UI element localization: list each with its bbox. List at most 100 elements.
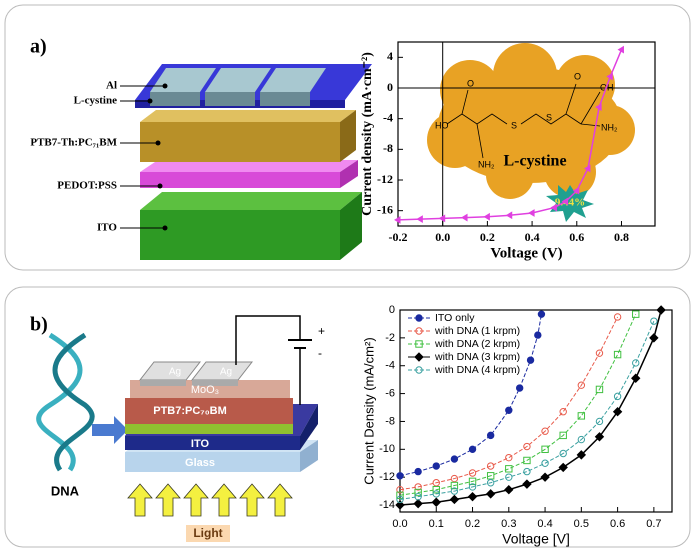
point [632, 359, 640, 367]
point [613, 392, 622, 401]
point [594, 432, 605, 442]
x-tick-label: 0.2 [480, 230, 495, 244]
legend-label: with DNA (3 krpm) [434, 351, 520, 363]
point [631, 373, 641, 383]
x-axis-label: Voltage (V) [490, 245, 562, 261]
point [559, 407, 567, 416]
x-tick-label: 0.3 [501, 518, 516, 530]
atom-label: O [574, 71, 581, 81]
point [414, 492, 422, 501]
y-tick-label: -6 [385, 387, 395, 399]
layer-label: Ag [220, 367, 232, 378]
point [394, 215, 401, 224]
point [559, 449, 567, 458]
panel-label: a) [30, 36, 47, 58]
point [486, 479, 495, 487]
series-line [397, 49, 623, 221]
layer-label: Al [106, 80, 117, 92]
y-tick-label: -12 [377, 172, 393, 186]
point [505, 453, 513, 462]
legend-marker [415, 366, 423, 374]
point [583, 164, 591, 173]
point [449, 494, 460, 505]
star [546, 185, 594, 222]
light-arrows [127, 483, 293, 517]
point [414, 467, 422, 476]
layer-label: PEDOT:PSS [57, 180, 117, 192]
point [572, 186, 580, 195]
x-tick-label: 0.0 [392, 518, 407, 530]
y-tick-label: -12 [379, 471, 395, 483]
battery-sign: + [318, 324, 325, 338]
legend-marker [414, 352, 424, 362]
point [468, 477, 477, 486]
point [561, 197, 569, 206]
layer-label: ITO [97, 222, 117, 234]
y-tick-label: -14 [379, 499, 395, 511]
device-stack-a [120, 64, 372, 260]
y-tick-label: -8 [383, 141, 393, 155]
point [396, 486, 404, 494]
layer-label: ITO [191, 438, 210, 450]
point [414, 483, 422, 491]
y-tick-label: -4 [385, 360, 395, 372]
legend-marker [415, 327, 423, 335]
point [537, 310, 546, 318]
point [577, 412, 586, 420]
point [396, 495, 404, 504]
point [505, 473, 513, 481]
point [522, 479, 532, 489]
light-badge [186, 525, 230, 542]
legend-label: with DNA (2 krpm) [434, 338, 520, 350]
point [515, 384, 524, 392]
atom-label: HO [435, 120, 449, 130]
point [431, 497, 441, 507]
point [432, 486, 440, 494]
legend-label: with DNA (1 krpm) [434, 325, 520, 337]
point [450, 481, 459, 490]
point [650, 317, 658, 325]
x-tick-label: 0.6 [569, 230, 584, 244]
point [468, 445, 477, 454]
point [504, 485, 514, 495]
point [534, 331, 542, 339]
molecule-bonds [446, 83, 601, 159]
point [595, 385, 604, 394]
panel-b-frame [4, 286, 691, 548]
x-tick-label: 0.4 [525, 230, 540, 244]
point [540, 472, 550, 482]
arrow [92, 416, 128, 444]
x-tick-label: 0.0 [435, 230, 450, 244]
atom-label: S [546, 112, 552, 122]
point [617, 45, 624, 54]
point [485, 489, 496, 499]
x-tick-label: 0.8 [614, 230, 629, 244]
y-tick-label: 4 [387, 49, 393, 63]
point [396, 472, 404, 480]
y-tick-label: -2 [385, 332, 395, 344]
point [595, 417, 604, 426]
y-axis-label: Current Density (mA/cm²) [361, 337, 376, 484]
series-line [399, 309, 662, 506]
layer-label: PTB7:PC₇₀BM [153, 405, 227, 417]
dna-helix [36, 332, 95, 472]
point [395, 500, 405, 510]
point [486, 462, 495, 470]
x-tick-label: 0.2 [465, 518, 480, 530]
point [523, 456, 531, 465]
point [450, 487, 459, 495]
x-tick-label: 0.6 [610, 518, 625, 530]
layer-label: Ag [169, 367, 181, 378]
point [541, 427, 549, 435]
point [461, 213, 468, 222]
point [550, 203, 557, 212]
point [595, 349, 604, 357]
x-tick-label: -0.2 [389, 230, 408, 244]
point [595, 103, 602, 112]
battery-sign: - [318, 346, 322, 360]
x-axis-label: Voltage [V] [502, 531, 570, 547]
point [432, 462, 440, 470]
point [413, 498, 423, 509]
y-tick-label: 0 [387, 80, 393, 94]
annotation: L-cystine [503, 153, 566, 170]
